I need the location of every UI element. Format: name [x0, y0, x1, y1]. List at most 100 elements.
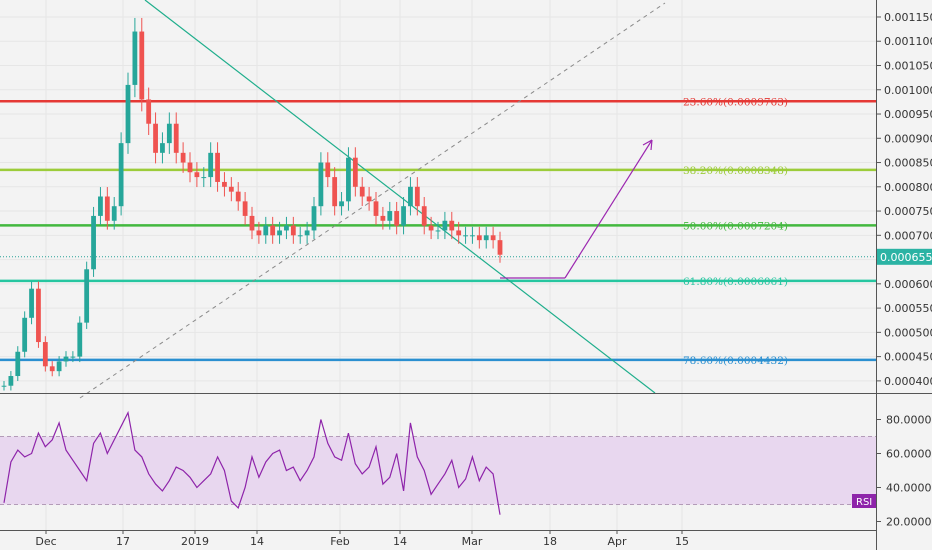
rsi-tick-label: 40.0000 [886, 482, 932, 495]
time-tick-label: 2019 [181, 535, 209, 548]
candle-body [42, 342, 48, 367]
candle-body [490, 235, 496, 241]
price-tick-label: 0.0008000 [884, 181, 932, 194]
candle-body [160, 143, 165, 153]
candle-body [476, 235, 482, 241]
ascending-dashed-trendline [79, 2, 666, 399]
candle-body [104, 196, 110, 221]
grid [0, 0, 876, 530]
price-tick-label: 0.0007000 [884, 229, 932, 242]
candle-body [84, 269, 90, 323]
candle-body [263, 225, 269, 236]
descending-trendline [144, 0, 656, 394]
rsi-tick-label: 60.0000 [886, 448, 932, 461]
rsi-line [3, 410, 501, 515]
price-tick-label: 0.0009500 [884, 108, 932, 121]
candle-body [387, 211, 393, 221]
candle-body [359, 186, 365, 197]
price-tick-label: 0.0004500 [884, 351, 932, 364]
time-tick-label: Apr [607, 535, 627, 548]
candle-body [270, 225, 276, 236]
price-tick-label: 0.0011500 [884, 11, 932, 24]
candle-body [277, 230, 282, 236]
fib-level-label: 78.60%(0.0004432) [683, 355, 788, 367]
fib-level-label: 23.60%(0.0009763) [683, 96, 788, 108]
candle-body [208, 152, 214, 178]
candle-body [408, 186, 413, 207]
candle-body [201, 177, 207, 179]
price-tick-label: 0.0007500 [884, 205, 932, 218]
current-price-badge [877, 248, 932, 265]
candle-body [332, 177, 338, 207]
candle-body [256, 230, 262, 236]
candle-body [228, 186, 234, 192]
candle-body [435, 230, 441, 232]
candle-body [346, 157, 351, 202]
candle-body [36, 288, 41, 343]
candle-body [180, 152, 186, 163]
rsi-badge-label: RSI [856, 497, 872, 508]
candle-body [153, 123, 158, 153]
candle-body [8, 376, 14, 386]
price-tick-label: 0.0008500 [884, 157, 932, 170]
candle-body [456, 230, 462, 236]
candle-body [139, 31, 145, 100]
time-tick-label: Dec [35, 535, 56, 548]
rsi-badge [852, 494, 876, 508]
candle-body [194, 172, 200, 178]
candle-body [325, 162, 331, 178]
candle-body [401, 206, 406, 226]
candle-body [304, 230, 310, 236]
price-tick-label: 0.0010500 [884, 60, 932, 73]
candle-body [187, 162, 193, 173]
rsi-tick-label: 80.0000 [886, 414, 932, 427]
time-tick-label: Feb [330, 535, 349, 548]
candle-body [380, 215, 386, 221]
candle-body [98, 196, 103, 216]
candle-body [215, 152, 220, 182]
price-tick-label: 0.0010000 [884, 84, 932, 97]
candle-body [132, 31, 138, 85]
projection-arrow-head [642, 139, 653, 151]
current-price-label: 0.0006557 [880, 251, 932, 264]
axis-ticks: 0.0011500 0.0011000 0.0010500 0.0010000 0.00… [35, 11, 932, 548]
candle-body [442, 220, 448, 231]
candle-body [497, 240, 503, 255]
candle-body [352, 157, 358, 187]
candle-body [339, 201, 344, 207]
price-candles [1, 17, 503, 391]
candle-body [29, 288, 34, 318]
price-tick-label: 0.0004000 [884, 375, 932, 388]
candle-body [125, 84, 131, 144]
candle-body [146, 99, 152, 124]
candle-body [290, 225, 296, 236]
candle-body [421, 206, 427, 226]
candle-body [449, 220, 455, 231]
candle-body [77, 322, 83, 357]
price-tick-label: 0.0005000 [884, 326, 932, 339]
candle-body [470, 235, 475, 237]
candle-body [63, 356, 69, 362]
candle-body [463, 235, 468, 237]
candle-body [366, 196, 372, 202]
candle-body [284, 225, 289, 231]
candle-body [483, 235, 489, 241]
candle-body [311, 206, 317, 231]
candle-body [111, 206, 117, 221]
candle-body [91, 215, 96, 270]
fibonacci-levels: 23.60%(0.0009763) 38.20%(0.0008348) 50.00%… [0, 96, 876, 367]
projection-arrow-line [564, 139, 653, 279]
candle-body [1, 385, 7, 387]
time-tick-label: 17 [116, 535, 130, 548]
price-tick-label: 0.0005500 [884, 302, 932, 315]
rsi-band [0, 436, 876, 505]
price-tick-label: 0.0011000 [884, 35, 932, 48]
candle-body [118, 143, 124, 207]
candle-body [70, 356, 76, 358]
candle-body [173, 123, 179, 153]
time-tick-label: 18 [543, 535, 557, 548]
candle-body [373, 201, 379, 216]
candle-body [428, 225, 434, 231]
